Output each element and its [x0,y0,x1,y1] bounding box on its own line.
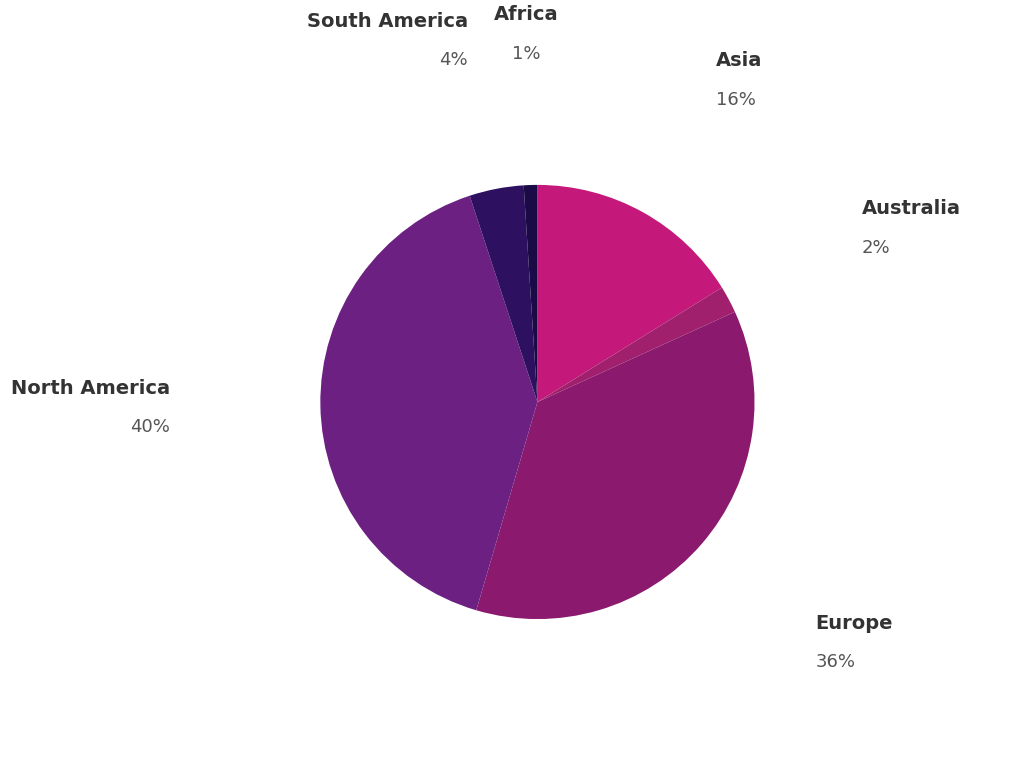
Text: Asia: Asia [716,51,763,71]
Text: Europe: Europe [815,614,893,633]
Text: 4%: 4% [439,51,468,69]
Text: 40%: 40% [130,419,170,436]
Wedge shape [538,185,722,402]
Wedge shape [321,196,538,611]
Text: North America: North America [10,379,170,398]
Wedge shape [470,185,538,402]
Wedge shape [538,287,735,402]
Wedge shape [476,312,755,619]
Text: Africa: Africa [494,5,558,25]
Text: 2%: 2% [861,239,890,257]
Text: 1%: 1% [512,45,540,63]
Text: 36%: 36% [815,654,855,671]
Wedge shape [523,185,538,402]
Text: 16%: 16% [716,91,756,109]
Text: Australia: Australia [861,199,961,218]
Text: South America: South America [307,12,468,31]
